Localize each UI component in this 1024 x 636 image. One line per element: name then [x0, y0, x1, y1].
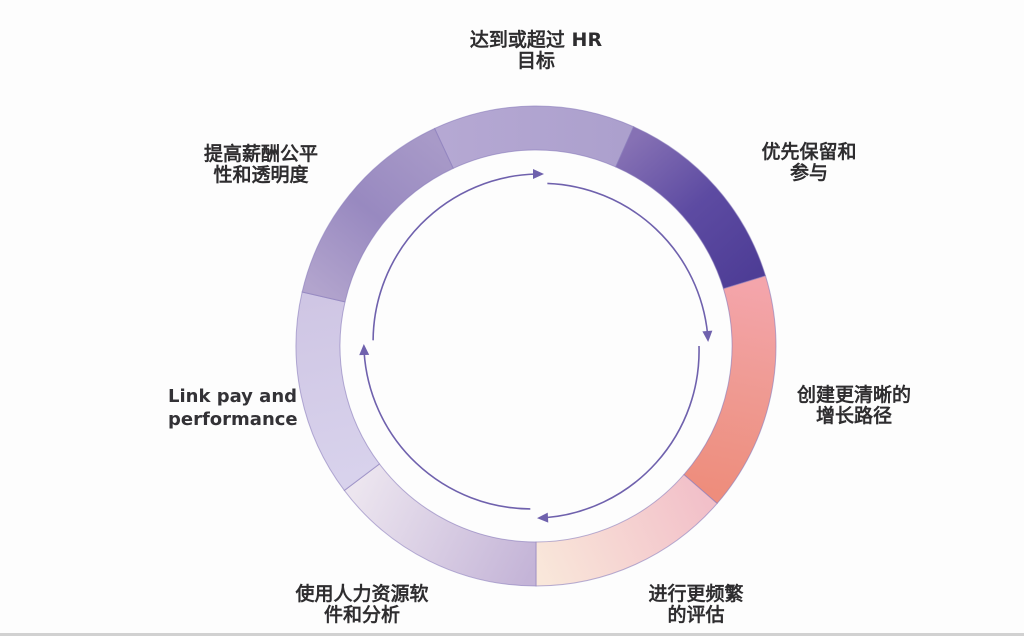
- ring-segment-4: [535, 473, 718, 587]
- label-line: 的评估: [667, 604, 725, 626]
- label-line: 增长路径: [815, 405, 892, 427]
- cycle-arc-1: [363, 351, 531, 510]
- clockwise-arrowhead-icon: [533, 169, 544, 179]
- clockwise-arrowhead-icon: [537, 512, 549, 523]
- cycle-arc-3: [547, 182, 709, 335]
- cycle-arc-2: [372, 173, 537, 341]
- label-hr-software-analytics: 使用人力资源软 件和分析: [272, 584, 452, 626]
- clockwise-arrowhead-icon: [702, 330, 713, 342]
- cycle-arc-4: [544, 345, 700, 519]
- label-clearer-growth-paths: 创建更清晰的 增长路径: [764, 385, 944, 427]
- label-pay-equity-transparency: 提高薪酬公平 性和透明度: [181, 144, 341, 186]
- clockwise-arrowhead-icon: [359, 344, 370, 356]
- label-line: 性和透明度: [213, 164, 309, 186]
- label-line: 达到或超过 HR: [469, 29, 603, 51]
- label-frequent-reviews: 进行更频繁 的评估: [613, 584, 779, 626]
- page-bottom-rule: [0, 633, 1024, 636]
- label-line: performance: [168, 409, 298, 430]
- label-line: 提高薪酬公平: [203, 143, 318, 165]
- label-prioritize-retention: 优先保留和 参与: [724, 142, 894, 184]
- label-line: 使用人力资源软: [295, 583, 429, 605]
- ring-segment-1: [433, 105, 635, 170]
- label-link-pay-performance: Link pay and performance: [168, 385, 328, 431]
- ring-segment-3: [683, 275, 777, 505]
- label-meet-hr-goals: 达到或超过 HR 目标: [436, 30, 636, 72]
- label-line: 参与: [789, 162, 828, 184]
- label-line: Link pay and: [168, 386, 298, 407]
- label-line: 优先保留和: [761, 141, 857, 163]
- label-line: 创建更清晰的: [796, 384, 911, 406]
- label-line: 进行更频繁: [648, 583, 744, 605]
- ring-segment-7: [301, 127, 454, 303]
- label-line: 目标: [516, 50, 555, 72]
- label-line: 件和分析: [323, 604, 400, 626]
